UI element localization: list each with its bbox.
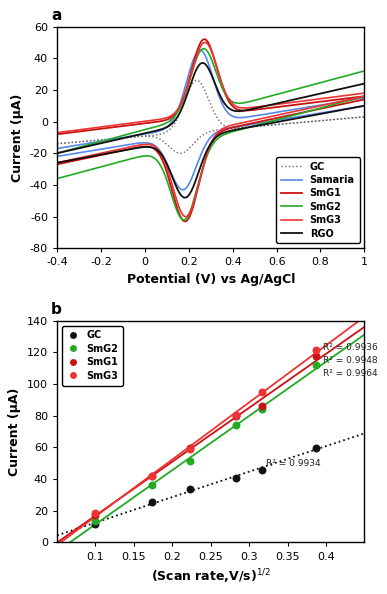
Point bbox=[259, 405, 265, 414]
Text: b: b bbox=[51, 302, 62, 317]
Point bbox=[187, 444, 194, 453]
Point bbox=[313, 361, 319, 370]
Point bbox=[259, 402, 265, 411]
Point bbox=[149, 497, 155, 507]
Point bbox=[313, 345, 319, 355]
Point bbox=[92, 508, 99, 518]
Point bbox=[313, 444, 319, 453]
Point bbox=[233, 410, 239, 420]
Point bbox=[259, 465, 265, 475]
Text: a: a bbox=[51, 8, 61, 23]
X-axis label: Potential (V) vs Ag/AgCl: Potential (V) vs Ag/AgCl bbox=[127, 273, 295, 286]
Text: R² = 0.9964: R² = 0.9964 bbox=[323, 368, 378, 378]
Y-axis label: Current (μA): Current (μA) bbox=[11, 93, 24, 182]
Point bbox=[233, 421, 239, 430]
Point bbox=[149, 481, 155, 490]
Text: R² = 0.9948: R² = 0.9948 bbox=[323, 356, 378, 365]
Legend: GC, SmG2, SmG1, SmG3: GC, SmG2, SmG1, SmG3 bbox=[62, 326, 123, 386]
Point bbox=[92, 516, 99, 526]
Y-axis label: Current (μA): Current (μA) bbox=[9, 387, 21, 476]
Text: R² = 0.9936: R² = 0.9936 bbox=[323, 343, 378, 352]
Point bbox=[233, 411, 239, 421]
Point bbox=[187, 456, 194, 466]
Point bbox=[187, 484, 194, 494]
Point bbox=[92, 520, 99, 529]
Point bbox=[187, 444, 194, 454]
Point bbox=[149, 471, 155, 481]
Point bbox=[149, 471, 155, 481]
X-axis label: (Scan rate,V/s)$^{1/2}$: (Scan rate,V/s)$^{1/2}$ bbox=[151, 567, 271, 586]
Point bbox=[259, 387, 265, 397]
Point bbox=[233, 473, 239, 482]
Point bbox=[313, 352, 319, 361]
Legend: GC, Samaria, SmG1, SmG2, SmG3, RGO: GC, Samaria, SmG1, SmG2, SmG3, RGO bbox=[276, 157, 360, 244]
Point bbox=[92, 510, 99, 520]
Text: R² = 0.9934: R² = 0.9934 bbox=[266, 459, 321, 468]
